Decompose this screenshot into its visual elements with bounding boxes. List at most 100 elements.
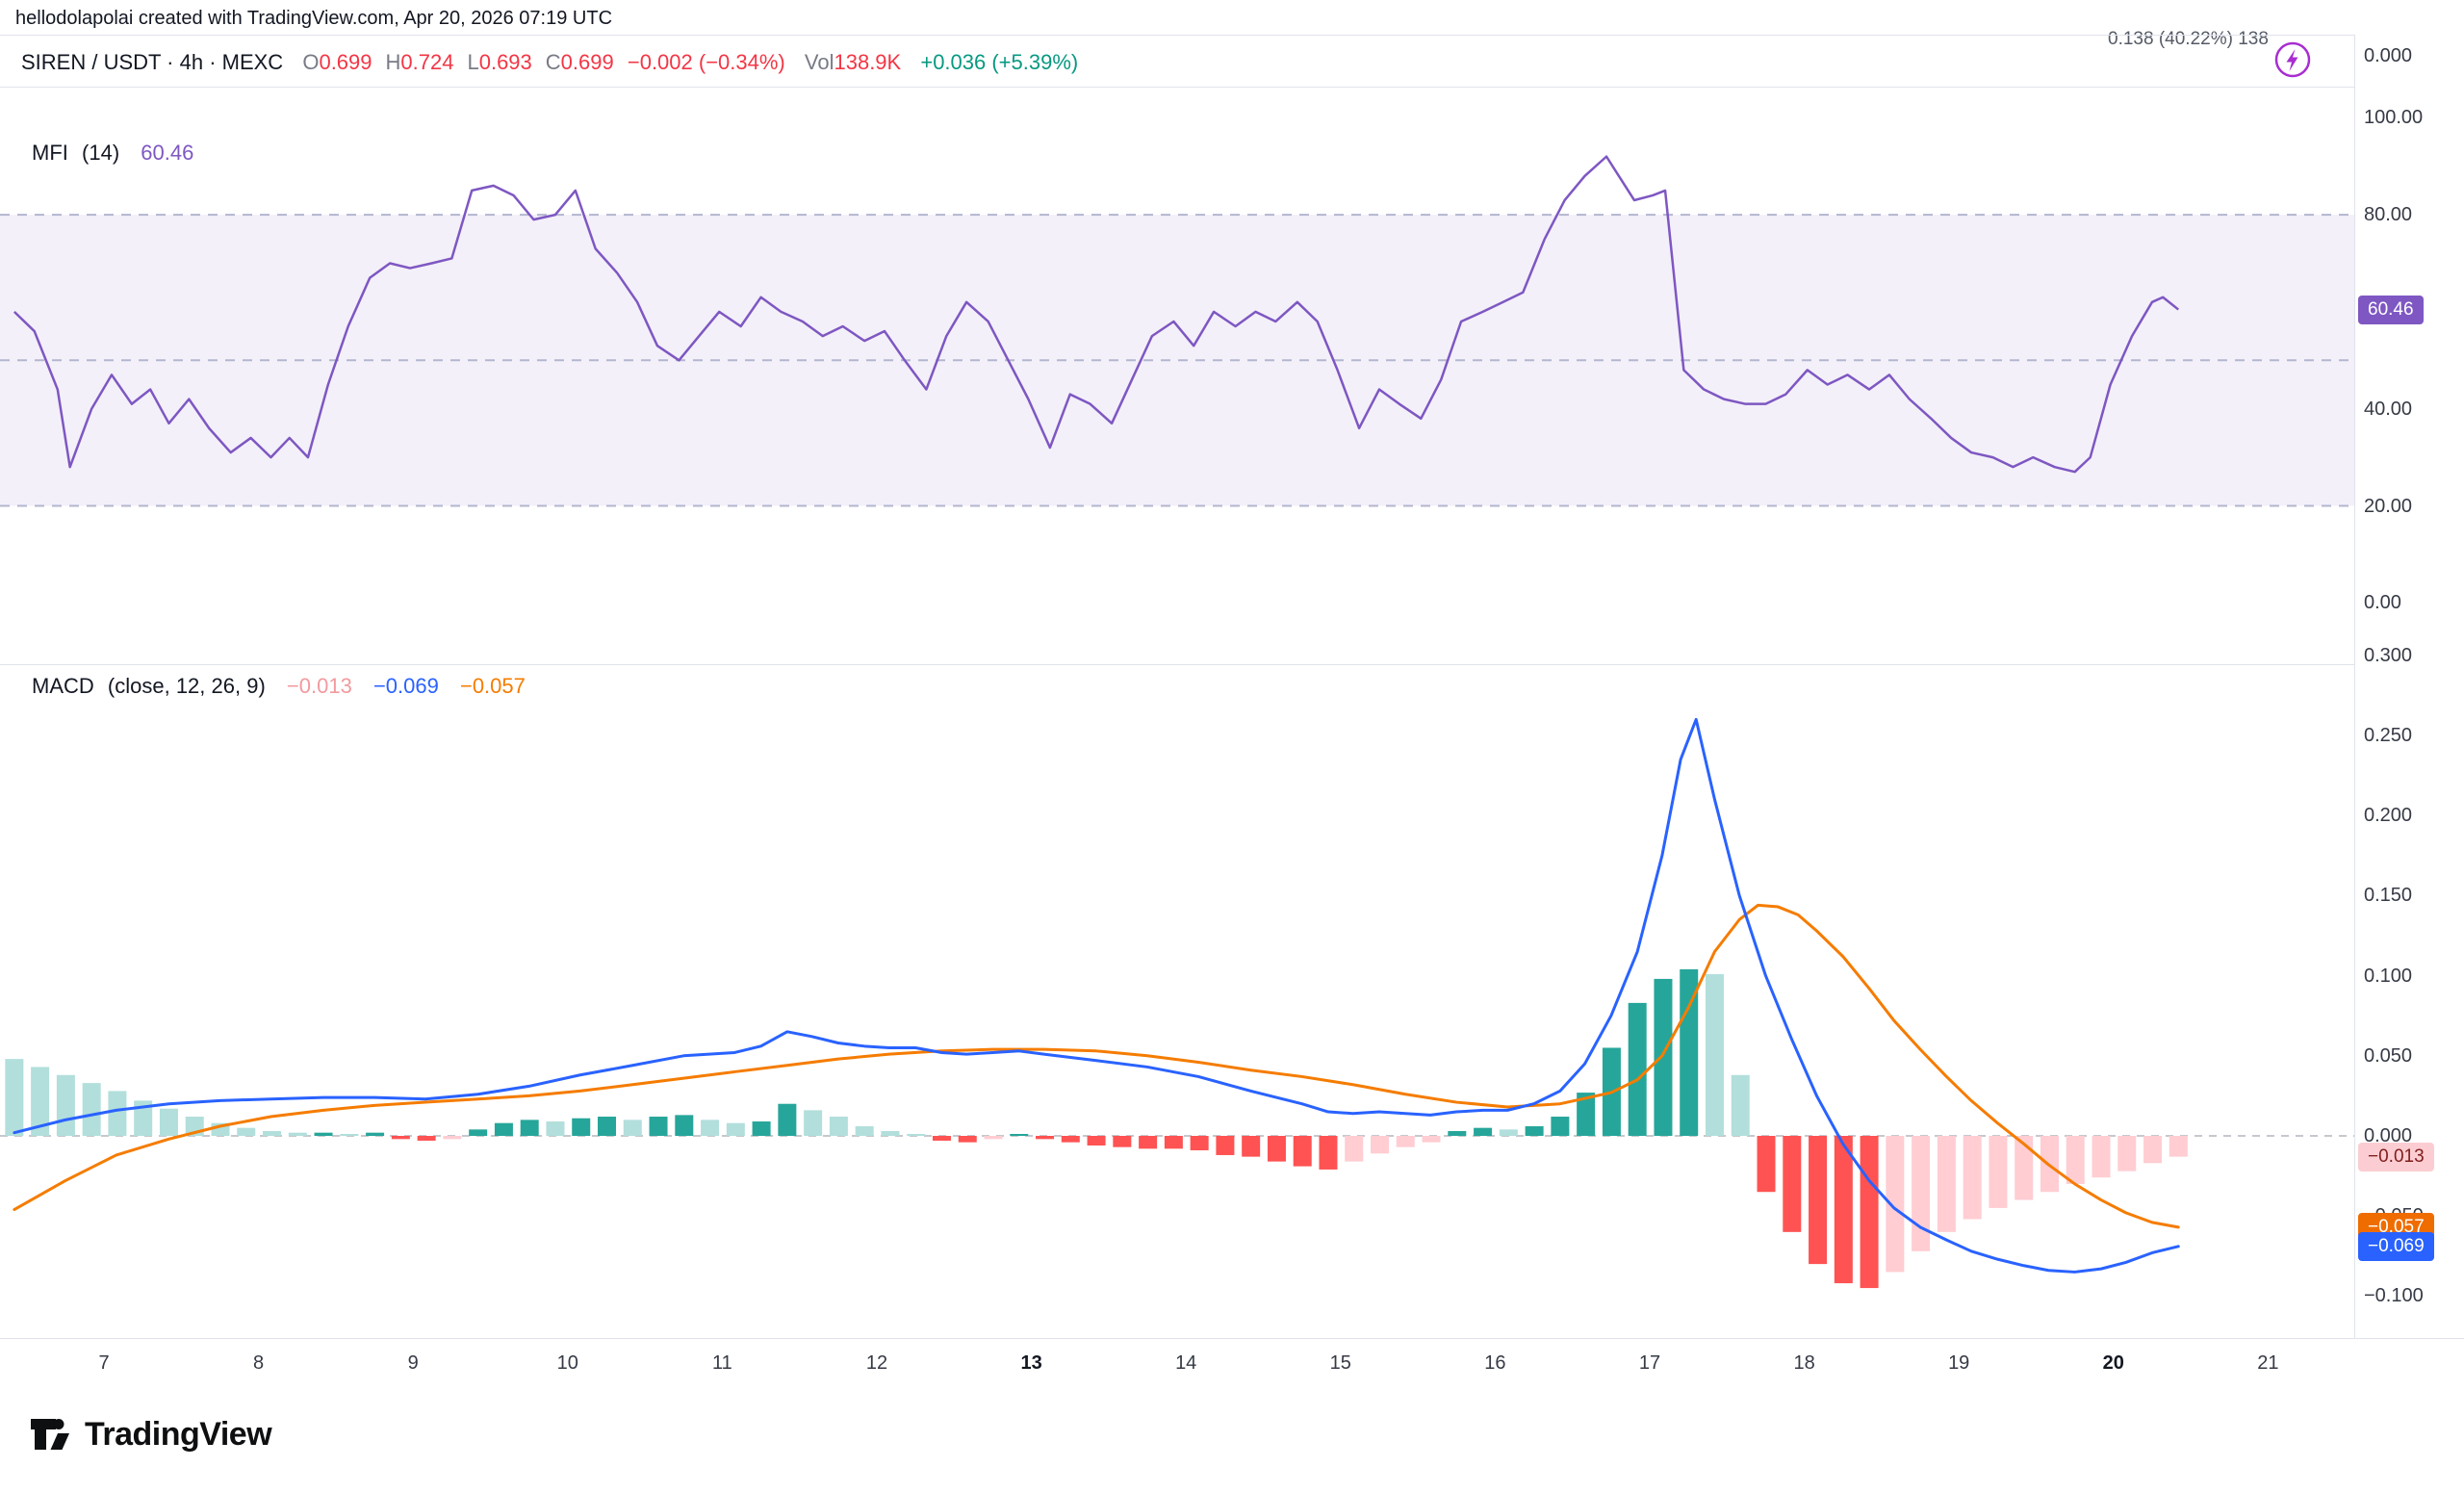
- macd-histogram-bar: [881, 1131, 900, 1136]
- macd-histogram-bar: [443, 1136, 462, 1140]
- macd-histogram-bar: [1319, 1136, 1338, 1170]
- macd-histogram-bar: [675, 1115, 694, 1136]
- lightning-icon: [2274, 41, 2311, 78]
- symbol-title[interactable]: SIREN / USDT · 4h · MEXC: [21, 50, 284, 74]
- macd-histogram-bar: [932, 1136, 951, 1141]
- volume-label: Vol: [804, 50, 834, 74]
- macd-histogram-bar: [1680, 968, 1699, 1136]
- ohlc-values: O0.699 H0.724 L0.693 C0.699: [289, 50, 613, 74]
- macd-histogram-bar: [726, 1122, 745, 1136]
- macd-histogram-bar: [237, 1127, 256, 1136]
- chart-canvas[interactable]: [0, 35, 2354, 1339]
- macd-histogram-bar: [1783, 1136, 1802, 1232]
- time-label-14: 14: [1175, 1352, 1197, 1374]
- macd-legend[interactable]: MACD (close, 12, 26, 9) −0.013 −0.069 −0…: [32, 674, 526, 699]
- macd-histogram-bar: [2143, 1136, 2163, 1164]
- macd-histogram-bar: [1371, 1136, 1390, 1154]
- axis-tick: 20.00: [2364, 495, 2413, 517]
- macd-histogram-bar: [1293, 1136, 1312, 1167]
- change-value: −0.002 (−0.34%): [627, 50, 785, 74]
- macd-histogram-bar: [1551, 1117, 1570, 1136]
- axis-tick: 0.250: [2364, 725, 2413, 746]
- time-axis-divider: [0, 1338, 2464, 1339]
- mfi-value-badge: 60.46: [2358, 295, 2424, 324]
- macd-histogram-bar: [1216, 1136, 1235, 1155]
- macd-title[interactable]: MACD: [32, 674, 94, 698]
- macd-histogram-bar: [984, 1136, 1003, 1140]
- axis-tick: 0.200: [2364, 805, 2413, 827]
- axis-tick: 0.00: [2364, 592, 2401, 614]
- time-label-12: 12: [865, 1352, 888, 1374]
- macd-histogram-bar: [31, 1067, 50, 1136]
- ohlc-label-H: H: [385, 50, 401, 74]
- macd-histogram-bar: [56, 1074, 75, 1136]
- time-label-9: 9: [407, 1352, 419, 1374]
- macd-histogram-bar: [288, 1132, 307, 1136]
- time-label-13: 13: [1020, 1352, 1042, 1374]
- macd-histogram-bar: [159, 1108, 178, 1136]
- time-label-7: 7: [98, 1352, 110, 1374]
- macd-histogram-bar: [1113, 1136, 1132, 1147]
- mfi-params: (14): [82, 141, 120, 165]
- volume-value: 138.9K: [834, 50, 902, 74]
- macd-histogram-bar: [1860, 1136, 1879, 1289]
- mfi-title[interactable]: MFI: [32, 141, 68, 165]
- time-label-15: 15: [1329, 1352, 1351, 1374]
- macd-histogram-bar: [1010, 1134, 1029, 1136]
- pane-divider-top: [0, 87, 2464, 88]
- ohlc-value-H: 0.724: [400, 50, 454, 74]
- time-label-10: 10: [556, 1352, 578, 1374]
- macd-histogram-bar: [546, 1121, 565, 1136]
- macd-histogram-bar: [1164, 1136, 1183, 1149]
- macd-histogram-bar: [1267, 1136, 1286, 1162]
- ohlc-label-O: O: [302, 50, 320, 74]
- time-label-19: 19: [1948, 1352, 1970, 1374]
- daily-change-value: +0.036 (+5.39%): [920, 50, 1079, 74]
- macd-histogram-bar: [5, 1059, 24, 1136]
- mfi-legend[interactable]: MFI (14) 60.46: [32, 141, 193, 166]
- macd-histogram-bar: [1345, 1136, 1364, 1162]
- ohlc-label-C: C: [545, 50, 561, 74]
- macd-histogram-bar: [2169, 1136, 2188, 1157]
- ohlc-value-C: 0.699: [560, 50, 614, 74]
- axis-tick: 0.050: [2364, 1044, 2413, 1067]
- macd-histogram-bar: [1139, 1136, 1158, 1149]
- macd-histogram-bar: [1912, 1136, 1931, 1251]
- macd-histogram-bar: [366, 1132, 385, 1136]
- macd-histogram-bar: [1731, 1074, 1750, 1136]
- tradingview-logo-text: TradingView: [85, 1415, 272, 1453]
- macd-histogram-bar: [134, 1100, 153, 1136]
- axis-tick: 100.00: [2364, 107, 2424, 129]
- time-axis[interactable]: 7 8 9 10 11 12 13 14 15 16 17 18 19 20 21: [0, 1339, 2354, 1387]
- macd-histogram-bar: [1628, 1002, 1647, 1136]
- macd-histogram-bar: [391, 1136, 410, 1140]
- header-divider: [0, 35, 2464, 36]
- axis-tick: 40.00: [2364, 398, 2413, 420]
- macd-histogram-bar: [2066, 1136, 2085, 1184]
- macd-line-badge: −0.069: [2358, 1231, 2434, 1261]
- axis-tick: 0.300: [2364, 644, 2413, 666]
- macd-histogram-bar: [1499, 1129, 1518, 1136]
- boost-button[interactable]: [2273, 40, 2312, 79]
- macd-histogram-bar: [1937, 1136, 1956, 1232]
- macd-histogram-bar: [1809, 1136, 1828, 1265]
- price-axis[interactable]: 0.000 100.00 80.00 40.00 20.00 0.00 0.300 0.250…: [2354, 35, 2464, 1338]
- axis-tick: 0.100: [2364, 965, 2413, 987]
- tradingview-logo-icon: [31, 1419, 69, 1450]
- time-label-16: 16: [1484, 1352, 1506, 1374]
- time-label-8: 8: [253, 1352, 265, 1374]
- macd-histogram-bar: [829, 1117, 848, 1136]
- macd-histogram-bar: [572, 1118, 591, 1136]
- time-label-21: 21: [2257, 1352, 2279, 1374]
- macd-histogram-bar: [1036, 1136, 1055, 1140]
- macd-histogram-bar: [340, 1134, 359, 1136]
- symbol-ohlc-row[interactable]: SIREN / USDT · 4h · MEXC O0.699 H0.724 L0.…: [21, 50, 1078, 75]
- macd-histogram-bar: [1989, 1136, 2008, 1208]
- macd-histogram-bar: [263, 1131, 282, 1136]
- tradingview-logo[interactable]: TradingView: [27, 1411, 272, 1457]
- macd-histogram-bar: [2118, 1136, 2137, 1171]
- macd-histogram-bar: [108, 1091, 127, 1136]
- macd-histogram-bar: [1242, 1136, 1261, 1157]
- macd-histogram-bar: [1422, 1136, 1441, 1143]
